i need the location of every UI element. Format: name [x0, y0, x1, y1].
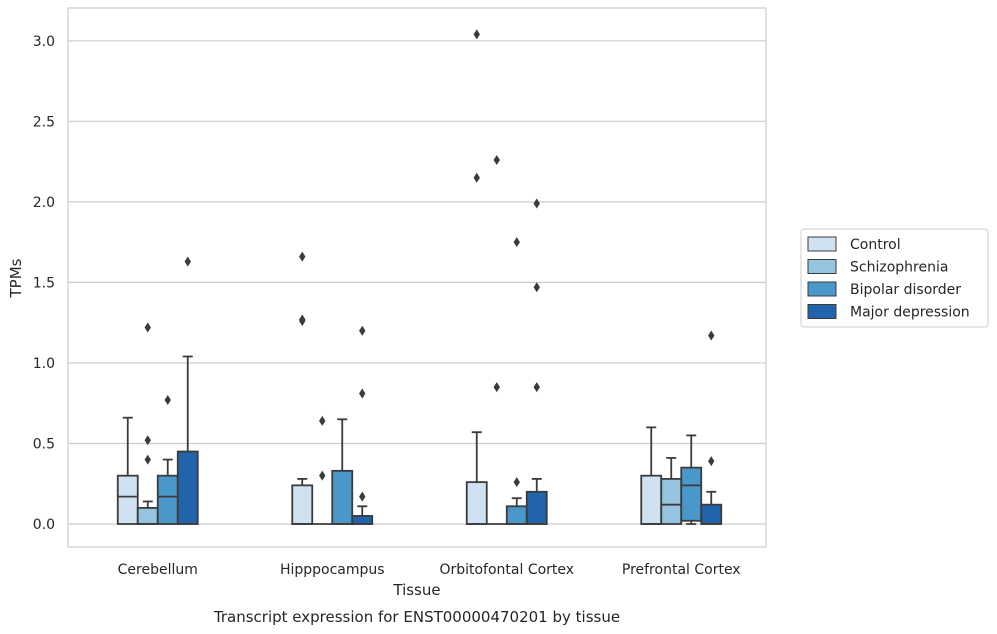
- y-axis-label: TPMs: [7, 258, 25, 298]
- box: [351, 515, 374, 525]
- outlier-point: [533, 382, 540, 393]
- box: [116, 474, 139, 525]
- box-group: [116, 416, 139, 525]
- box: [291, 484, 314, 525]
- y-tick-labels: 0.0 0.5 1.0 1.5 2.0 2.5 3.0: [33, 34, 55, 533]
- x-tick-label: Cerebellum: [118, 562, 198, 578]
- x-tick-label: Orbitofontal Cortex: [439, 562, 574, 578]
- outlier-point: [473, 29, 480, 40]
- legend-swatch: [807, 259, 837, 274]
- legend: Control Schizophrenia Bipolar disorder Majo…: [800, 228, 989, 328]
- box-group: [331, 418, 354, 525]
- outlier-point: [299, 314, 306, 325]
- outlier-point: [493, 154, 500, 165]
- y-tick-label: 1.0: [33, 356, 55, 372]
- legend-label: Bipolar disorder: [850, 282, 961, 298]
- legend-label: Control: [850, 237, 901, 253]
- y-tick-label: 1.5: [33, 275, 55, 291]
- legend-swatch: [807, 304, 837, 319]
- box: [660, 478, 683, 525]
- plot-frame: [67, 7, 767, 548]
- box: [680, 466, 703, 522]
- box-group: [291, 251, 314, 525]
- outlier-point: [144, 435, 151, 446]
- outlier-point: [319, 470, 326, 481]
- box: [136, 506, 159, 525]
- box-group: [136, 322, 159, 525]
- box-group: [680, 434, 703, 525]
- outlier-point: [184, 256, 191, 267]
- box: [176, 450, 199, 525]
- outlier-point: [144, 454, 151, 465]
- y-tick-label: 0.5: [33, 436, 55, 452]
- outlier-point: [473, 172, 480, 183]
- outlier-point: [359, 491, 366, 502]
- legend-swatch: [807, 236, 837, 252]
- box: [465, 481, 488, 525]
- box: [331, 469, 354, 525]
- outlier-point: [708, 456, 715, 467]
- box-group: [312, 415, 333, 525]
- box-group: [351, 325, 374, 525]
- box-group: [176, 256, 199, 525]
- chart-caption: Transcript expression for ENST0000047020…: [213, 608, 620, 626]
- box: [505, 505, 528, 525]
- box: [640, 474, 663, 525]
- outlier-point: [708, 330, 715, 341]
- box-group: [505, 237, 528, 525]
- x-tick-label: Hipppocampus: [280, 562, 385, 578]
- legend-label: Schizophrenia: [850, 260, 948, 276]
- y-tick-label: 0.0: [33, 517, 55, 533]
- outlier-point: [513, 477, 520, 488]
- legend-label: Major depression: [850, 305, 970, 321]
- box-group: [465, 29, 488, 525]
- x-axis-label: Tissue: [392, 581, 440, 599]
- box-group: [640, 426, 663, 525]
- y-tick-label: 2.5: [33, 114, 55, 130]
- outlier-point: [319, 415, 326, 426]
- outlier-point: [533, 282, 540, 293]
- x-tick-label: Prefrontal Cortex: [622, 562, 741, 578]
- outlier-point: [164, 394, 171, 405]
- outlier-point: [493, 382, 500, 393]
- legend-frame: [800, 228, 989, 328]
- box-group: [525, 198, 548, 525]
- box-groups: [116, 29, 723, 525]
- grid-lines: [68, 40, 766, 525]
- outlier-point: [299, 251, 306, 262]
- box: [700, 503, 723, 525]
- y-tick-label: 2.0: [33, 195, 55, 211]
- legend-swatch: [807, 281, 837, 297]
- box: [156, 474, 179, 525]
- box: [525, 490, 548, 525]
- outlier-point: [513, 237, 520, 248]
- plot-background: [68, 8, 766, 547]
- outlier-point: [533, 198, 540, 209]
- box-group: [700, 330, 723, 525]
- x-tick-labels: Cerebellum Hipppocampus Orbitofontal Corte…: [118, 562, 741, 578]
- outlier-point: [144, 322, 151, 333]
- y-tick-label: 3.0: [33, 34, 55, 50]
- outlier-point: [359, 388, 366, 399]
- box-group: [486, 154, 507, 525]
- outlier-point: [359, 325, 366, 336]
